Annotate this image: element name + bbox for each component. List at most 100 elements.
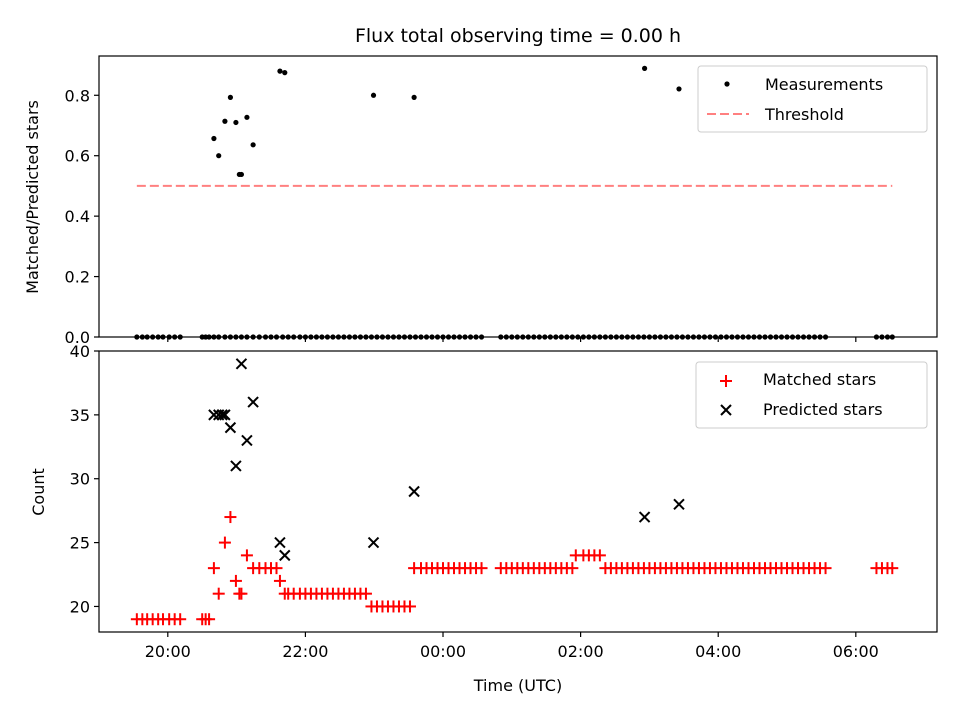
measurement-point: [773, 334, 779, 340]
measurement-point: [335, 334, 342, 340]
measurement-point: [273, 334, 280, 340]
matched-star-point: [218, 536, 231, 549]
measurement-point: [657, 334, 664, 340]
measurement-point: [160, 334, 166, 340]
bottom-y-tick-label: 25: [70, 534, 90, 553]
predicted-star-point: [224, 421, 237, 434]
measurement-point: [564, 334, 570, 340]
measurement-point: [250, 334, 256, 340]
measurement-point: [302, 334, 309, 340]
measurement-point: [363, 334, 369, 340]
matched-star-point: [566, 562, 579, 575]
measurement-point: [379, 334, 386, 340]
measurement-point: [385, 334, 391, 340]
top-legend-box: [697, 65, 928, 133]
measurement-point: [889, 334, 895, 340]
measurement-point: [374, 334, 380, 340]
measurement-point: [172, 334, 178, 340]
legend-predicted-marker: [720, 404, 732, 416]
measurement-point: [211, 135, 217, 142]
measurement-point: [423, 334, 430, 340]
measurement-point: [256, 334, 262, 340]
measurement-point: [652, 334, 658, 340]
measurement-point: [536, 334, 542, 340]
measurement-point: [144, 334, 150, 340]
measurement-point: [368, 334, 375, 340]
matched-star-point: [403, 600, 416, 613]
measurement-point: [341, 334, 347, 340]
measurement-point: [762, 334, 768, 340]
measurement-point: [547, 334, 553, 340]
measurement-point: [712, 334, 719, 340]
measurement-point: [297, 334, 303, 340]
measurement-point: [520, 334, 526, 340]
measurement-point: [211, 334, 217, 340]
bottom-y-tick-label: 20: [70, 597, 90, 616]
measurement-point: [575, 334, 581, 340]
measurement-point: [150, 334, 156, 340]
matched-star-point: [359, 587, 372, 600]
measurement-point: [676, 86, 682, 92]
measurement-point: [352, 334, 358, 340]
predicted-star-point: [241, 434, 253, 447]
measurement-point: [396, 334, 402, 340]
bottom-legend-box: [695, 361, 928, 429]
measurement-point: [285, 334, 291, 340]
measurement-point: [330, 334, 336, 340]
matched-star-point: [886, 562, 899, 575]
measurement-point: [784, 334, 790, 340]
matched-star-point: [475, 562, 488, 575]
measurement-point: [707, 334, 713, 340]
measurement-point: [685, 334, 691, 340]
measurement-point: [817, 334, 823, 340]
measurement-point: [558, 334, 564, 340]
measurement-point: [451, 334, 457, 340]
measurement-point: [467, 334, 474, 340]
bottom-y-tick-label: 35: [70, 406, 90, 425]
measurement-point: [811, 334, 818, 340]
predicted-star-point: [274, 536, 286, 549]
measurement-point: [233, 119, 239, 126]
legend-measurements-label: Measurements: [765, 75, 883, 94]
measurement-point: [873, 334, 880, 340]
measurement-point: [751, 334, 757, 340]
measurement-point: [679, 334, 686, 340]
measurement-point: [580, 334, 586, 340]
matched-star-point: [819, 562, 832, 575]
measurement-point: [795, 334, 801, 340]
measurement-point: [806, 334, 812, 340]
measurement-point: [822, 334, 829, 340]
bottom-panel: 20 25 30 35 40 20:00 22:00 00:00 02:00 04:00 06:0…: [29, 342, 938, 695]
measurement-point: [462, 334, 468, 340]
measurement-point: [586, 334, 592, 340]
predicted-star-point: [208, 409, 220, 421]
matched-star-point: [240, 549, 253, 562]
measurement-point: [723, 334, 730, 340]
measurement-point: [308, 334, 314, 340]
top-y-tick-label: 0.6: [65, 147, 90, 166]
measurement-point: [407, 334, 413, 340]
measurement-point: [503, 334, 509, 340]
bottom-x-tick-label: 22:00: [282, 642, 328, 661]
x-axis-label: Time (UTC): [473, 676, 562, 695]
measurement-point: [641, 65, 648, 71]
chart-title: Flux total observing time = 0.00 h: [355, 25, 681, 47]
legend-threshold-label: Threshold: [764, 105, 844, 124]
measurement-point: [778, 334, 785, 340]
measurement-point: [346, 334, 353, 340]
measurement-point: [879, 334, 885, 340]
top-legend: Measurements Threshold: [697, 65, 928, 133]
matched-star-point: [273, 574, 286, 587]
bottom-x-tick-label: 04:00: [695, 642, 741, 661]
measurement-point: [668, 334, 675, 340]
legend-matched-label: Matched stars: [763, 370, 876, 389]
measurement-point: [244, 334, 250, 340]
matched-star-point: [229, 574, 242, 587]
bottom-legend: Matched stars Predicted stars: [695, 361, 928, 429]
measurement-point: [602, 334, 608, 340]
measurement-point: [291, 334, 297, 340]
measurement-point: [619, 334, 625, 340]
matched-star-point: [270, 562, 283, 575]
measurement-point: [789, 334, 796, 340]
measurement-point: [729, 334, 735, 340]
